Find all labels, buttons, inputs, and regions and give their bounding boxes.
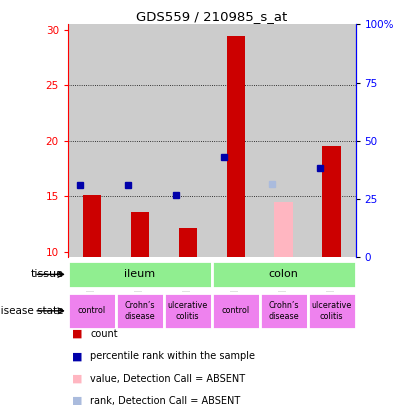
Text: count: count <box>90 329 118 339</box>
Text: disease state: disease state <box>0 306 64 316</box>
Bar <box>68 261 212 288</box>
Text: ■: ■ <box>72 374 83 384</box>
Bar <box>212 293 260 329</box>
Bar <box>275 202 293 257</box>
Text: ■: ■ <box>72 396 83 405</box>
Bar <box>212 24 260 257</box>
Text: Crohn’s
disease: Crohn’s disease <box>268 301 299 320</box>
Bar <box>116 24 164 257</box>
Text: percentile rank within the sample: percentile rank within the sample <box>90 352 255 361</box>
Text: ulcerative
colitis: ulcerative colitis <box>312 301 352 320</box>
Bar <box>212 261 356 288</box>
Bar <box>307 293 356 329</box>
Text: value, Detection Call = ABSENT: value, Detection Call = ABSENT <box>90 374 245 384</box>
Text: ■: ■ <box>72 329 83 339</box>
Bar <box>260 293 307 329</box>
Bar <box>116 293 164 329</box>
Title: GDS559 / 210985_s_at: GDS559 / 210985_s_at <box>136 10 287 23</box>
Text: ileum: ileum <box>124 269 155 279</box>
Bar <box>307 24 356 257</box>
Bar <box>323 146 341 257</box>
Text: tissue: tissue <box>31 269 64 279</box>
Text: ulcerative
colitis: ulcerative colitis <box>168 301 208 320</box>
Text: colon: colon <box>269 269 298 279</box>
Bar <box>178 228 197 257</box>
Bar <box>226 36 245 257</box>
Text: control: control <box>78 306 106 315</box>
Bar <box>83 195 101 257</box>
Bar <box>68 24 116 257</box>
Text: Crohn’s
disease: Crohn’s disease <box>125 301 155 320</box>
Text: control: control <box>222 306 250 315</box>
Bar <box>131 212 149 257</box>
Bar <box>164 293 212 329</box>
Bar <box>164 24 212 257</box>
Text: rank, Detection Call = ABSENT: rank, Detection Call = ABSENT <box>90 396 241 405</box>
Text: ■: ■ <box>72 352 83 361</box>
Bar <box>260 24 307 257</box>
Bar <box>68 293 116 329</box>
